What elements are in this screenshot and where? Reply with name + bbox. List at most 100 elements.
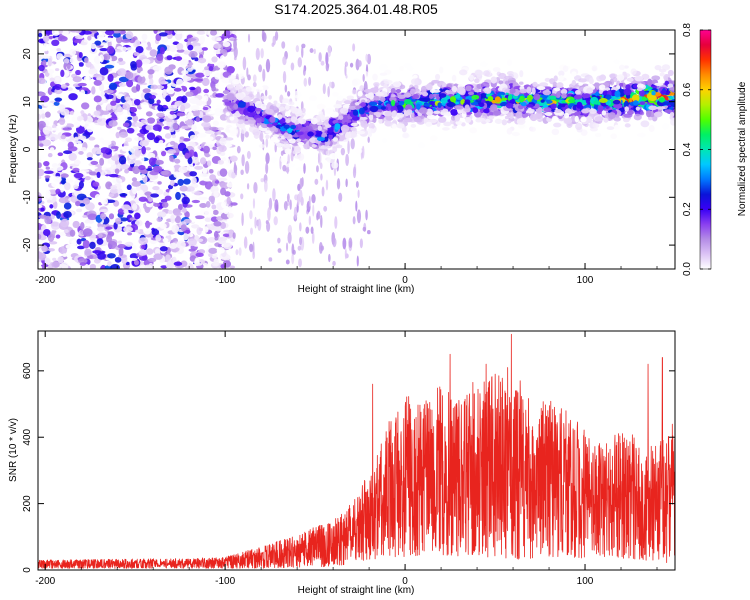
spectrogram-ridge-blob bbox=[290, 116, 297, 123]
spectrogram-noise-blob bbox=[150, 193, 160, 198]
spectrogram-ridge-blob bbox=[384, 111, 392, 117]
spectrogram-noise-blob bbox=[55, 188, 61, 195]
spectrogram-noise-blob bbox=[99, 54, 104, 63]
spectrogram-streak bbox=[247, 74, 251, 81]
spectrogram-streak bbox=[268, 95, 272, 100]
spectrogram-ridge-blob bbox=[669, 92, 675, 96]
colorbar-tick-label: 0.0 bbox=[682, 262, 693, 276]
spectrogram-streak bbox=[246, 183, 250, 190]
spectrogram-noise-blob bbox=[213, 43, 222, 49]
spectrogram-ridge-blob bbox=[504, 80, 510, 85]
spectrogram-noise-blob bbox=[45, 166, 50, 170]
x-tick-label: -100 bbox=[215, 275, 235, 286]
spectrogram-ridge-blob bbox=[498, 72, 507, 80]
spectrogram-streak bbox=[308, 215, 312, 226]
spectrogram-ridge-blob bbox=[446, 102, 456, 108]
spectrogram-noise-blob bbox=[43, 161, 50, 167]
spectrogram-noise-blob bbox=[132, 145, 143, 150]
spectrogram-streak bbox=[268, 197, 273, 211]
spectrogram-noise-blob bbox=[96, 238, 104, 245]
spectrogram-ridge-blob bbox=[529, 113, 538, 122]
spectrogram-noise-blob bbox=[144, 191, 152, 196]
spectrogram-ridge-blob bbox=[573, 94, 583, 100]
spectrogram-noise-blob bbox=[171, 224, 180, 234]
spectrogram-noise-blob bbox=[119, 193, 128, 197]
spectrogram-streak bbox=[344, 248, 347, 260]
spectrogram-streak bbox=[311, 231, 315, 244]
spectrogram-ridge-blob bbox=[281, 98, 290, 104]
spectrogram-noise-blob bbox=[38, 135, 46, 141]
spectrogram-noise-blob bbox=[106, 234, 113, 243]
spectrogram-noise-blob bbox=[105, 226, 113, 230]
spectrogram-ridge-blob bbox=[653, 111, 663, 118]
spectrogram-ridge-blob bbox=[413, 116, 422, 123]
spectrogram-ridge-blob bbox=[433, 110, 441, 114]
spectrogram-ridge-blob bbox=[270, 157, 277, 163]
spectrogram-ridge-blob bbox=[639, 101, 646, 106]
spectrogram-streak bbox=[253, 182, 258, 194]
x-tick-label: 100 bbox=[577, 576, 594, 587]
spectrogram-ridge-blob bbox=[454, 105, 462, 110]
spectrogram-noise-blob bbox=[99, 208, 109, 213]
spectrogram-streak bbox=[249, 210, 253, 220]
spectrogram-ridge-blob bbox=[337, 118, 343, 123]
spectrogram-noise-blob bbox=[123, 209, 129, 214]
spectrogram-noise-blob bbox=[217, 177, 228, 182]
spectrogram-ridge-blob bbox=[254, 100, 263, 109]
spectrogram-noise-blob bbox=[179, 185, 188, 192]
spectrogram-noise-blob bbox=[207, 236, 217, 243]
snr-y-label: SNR (10 * v/v) bbox=[8, 418, 19, 482]
spectrogram-ridge-blob bbox=[285, 119, 291, 124]
spectrogram-ridge-blob bbox=[258, 86, 264, 90]
spectrogram-noise-blob bbox=[38, 108, 41, 115]
spectrogram-ridge-blob bbox=[630, 68, 637, 75]
spectrogram-noise-blob bbox=[73, 62, 80, 68]
spectrogram-ridge-blob bbox=[648, 95, 657, 102]
spectrogram-noise-blob bbox=[118, 57, 124, 62]
spectrogram-streak bbox=[295, 45, 300, 53]
spectrogram-ridge-blob bbox=[346, 70, 351, 78]
spectrogram-noise-blob bbox=[195, 116, 201, 123]
spectrogram-noise-blob bbox=[159, 223, 167, 229]
spectrogram-noise-blob bbox=[96, 34, 105, 40]
spectrogram-noise-blob bbox=[73, 136, 79, 144]
spectrogram-streak bbox=[238, 247, 242, 256]
spectrogram-noise-blob bbox=[156, 53, 164, 62]
spectrogram-streak bbox=[298, 189, 303, 203]
spectrogram-ridge-blob bbox=[544, 77, 551, 82]
spectrogram-streak bbox=[303, 77, 308, 87]
spectrogram-ridge-blob bbox=[416, 103, 421, 110]
spectrogram-noise-blob bbox=[180, 260, 188, 267]
spectrogram-noise-blob bbox=[160, 198, 168, 203]
spectrogram-ridge-blob bbox=[558, 70, 565, 77]
spectrogram-noise-blob bbox=[157, 104, 164, 112]
spectrogram-noise-blob bbox=[219, 48, 228, 54]
spectrogram-noise-blob bbox=[159, 118, 165, 122]
spectrogram-ridge-blob bbox=[439, 66, 444, 74]
spectrogram-ridge-blob bbox=[592, 123, 600, 129]
spectrogram-noise-blob bbox=[150, 84, 158, 90]
spectrogram-noise-blob bbox=[103, 89, 114, 94]
spectrogram-noise-blob bbox=[140, 244, 146, 250]
spectrogram-noise-blob bbox=[138, 249, 147, 256]
spectrogram-noise-blob bbox=[130, 112, 137, 117]
spectrogram-ridge-blob bbox=[543, 107, 552, 113]
spectrogram-ridge-blob bbox=[594, 132, 602, 138]
spectrogram-noise-blob bbox=[60, 173, 69, 178]
spectrogram-noise-blob bbox=[162, 238, 169, 243]
spectrogram-ridge-blob bbox=[351, 79, 358, 87]
spectrogram-ridge-blob bbox=[338, 115, 344, 120]
spectrogram-streak bbox=[325, 179, 329, 191]
spectrogram-ridge-blob bbox=[658, 97, 666, 103]
y-tick-label: 0 bbox=[22, 567, 33, 573]
spectrogram-noise-blob bbox=[157, 181, 162, 185]
spectrogram-ridge-blob bbox=[662, 123, 669, 130]
spectrogram-noise-blob bbox=[221, 157, 227, 162]
spectrogram-noise-blob bbox=[153, 136, 160, 144]
spectrogram-noise-blob bbox=[215, 93, 225, 98]
spectrogram-ridge-blob bbox=[464, 93, 469, 97]
spectrogram-ridge-blob bbox=[286, 163, 295, 168]
spectrogram-ridge-blob bbox=[636, 83, 644, 89]
spectrogram-noise-blob bbox=[49, 77, 55, 82]
